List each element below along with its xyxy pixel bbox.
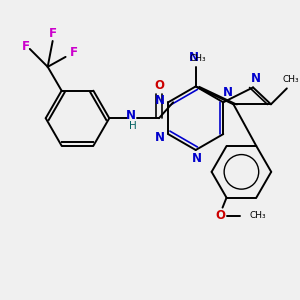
Text: CH₃: CH₃ bbox=[249, 211, 266, 220]
Text: N: N bbox=[155, 94, 165, 107]
Text: N: N bbox=[251, 72, 261, 85]
Text: CH₃: CH₃ bbox=[283, 75, 299, 84]
Text: O: O bbox=[216, 209, 226, 222]
Text: N: N bbox=[189, 51, 199, 64]
Text: H: H bbox=[129, 121, 137, 131]
Text: O: O bbox=[154, 79, 164, 92]
Text: N: N bbox=[155, 130, 165, 144]
Text: F: F bbox=[22, 40, 30, 53]
Text: N: N bbox=[223, 86, 233, 99]
Text: F: F bbox=[70, 46, 77, 59]
Text: N: N bbox=[126, 109, 136, 122]
Text: CH₃: CH₃ bbox=[189, 54, 206, 63]
Text: N: N bbox=[192, 152, 202, 165]
Text: F: F bbox=[49, 27, 57, 40]
